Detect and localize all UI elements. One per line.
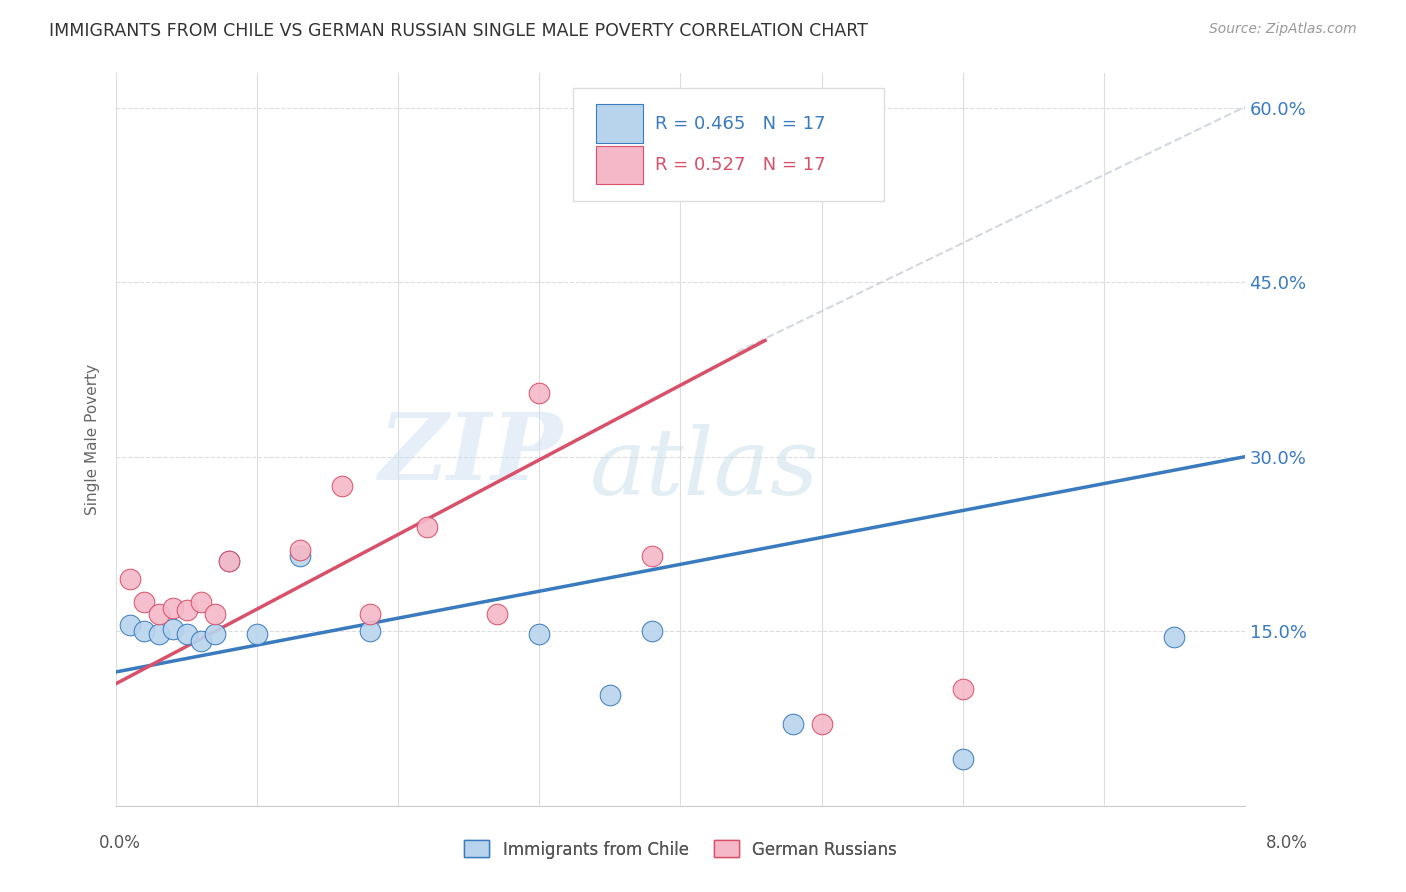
Point bbox=[204, 607, 226, 621]
Point bbox=[246, 626, 269, 640]
Text: atlas: atlas bbox=[591, 424, 820, 514]
FancyBboxPatch shape bbox=[574, 87, 883, 202]
Point bbox=[359, 624, 381, 639]
Text: R = 0.465   N = 17: R = 0.465 N = 17 bbox=[655, 114, 825, 133]
Text: ZIP: ZIP bbox=[378, 409, 562, 499]
Point bbox=[148, 626, 170, 640]
Point bbox=[486, 607, 509, 621]
Point bbox=[204, 626, 226, 640]
Point bbox=[120, 618, 142, 632]
FancyBboxPatch shape bbox=[596, 145, 643, 184]
Point bbox=[162, 601, 184, 615]
Point bbox=[599, 688, 621, 702]
Point bbox=[176, 626, 198, 640]
Point bbox=[190, 633, 212, 648]
Point bbox=[529, 385, 551, 400]
Point bbox=[176, 603, 198, 617]
Point bbox=[120, 572, 142, 586]
Text: Source: ZipAtlas.com: Source: ZipAtlas.com bbox=[1209, 22, 1357, 37]
Text: R = 0.527   N = 17: R = 0.527 N = 17 bbox=[655, 155, 825, 174]
Point bbox=[218, 554, 240, 568]
Point bbox=[162, 622, 184, 636]
Point bbox=[641, 624, 664, 639]
Legend: Immigrants from Chile, German Russians: Immigrants from Chile, German Russians bbox=[456, 832, 905, 867]
Point bbox=[415, 519, 437, 533]
Point bbox=[782, 717, 804, 731]
Point bbox=[952, 752, 974, 766]
Point bbox=[1163, 630, 1185, 644]
Point bbox=[330, 479, 353, 493]
Point bbox=[190, 595, 212, 609]
Point bbox=[359, 607, 381, 621]
Point bbox=[134, 595, 156, 609]
Point bbox=[288, 549, 311, 563]
Point bbox=[288, 542, 311, 557]
Point bbox=[218, 554, 240, 568]
Text: 8.0%: 8.0% bbox=[1265, 834, 1308, 852]
Text: 0.0%: 0.0% bbox=[98, 834, 141, 852]
Text: IMMIGRANTS FROM CHILE VS GERMAN RUSSIAN SINGLE MALE POVERTY CORRELATION CHART: IMMIGRANTS FROM CHILE VS GERMAN RUSSIAN … bbox=[49, 22, 868, 40]
Point bbox=[134, 624, 156, 639]
Point bbox=[810, 717, 832, 731]
Point bbox=[641, 549, 664, 563]
Point bbox=[148, 607, 170, 621]
Point bbox=[952, 682, 974, 697]
Point bbox=[529, 626, 551, 640]
FancyBboxPatch shape bbox=[596, 104, 643, 143]
Y-axis label: Single Male Poverty: Single Male Poverty bbox=[86, 364, 100, 515]
